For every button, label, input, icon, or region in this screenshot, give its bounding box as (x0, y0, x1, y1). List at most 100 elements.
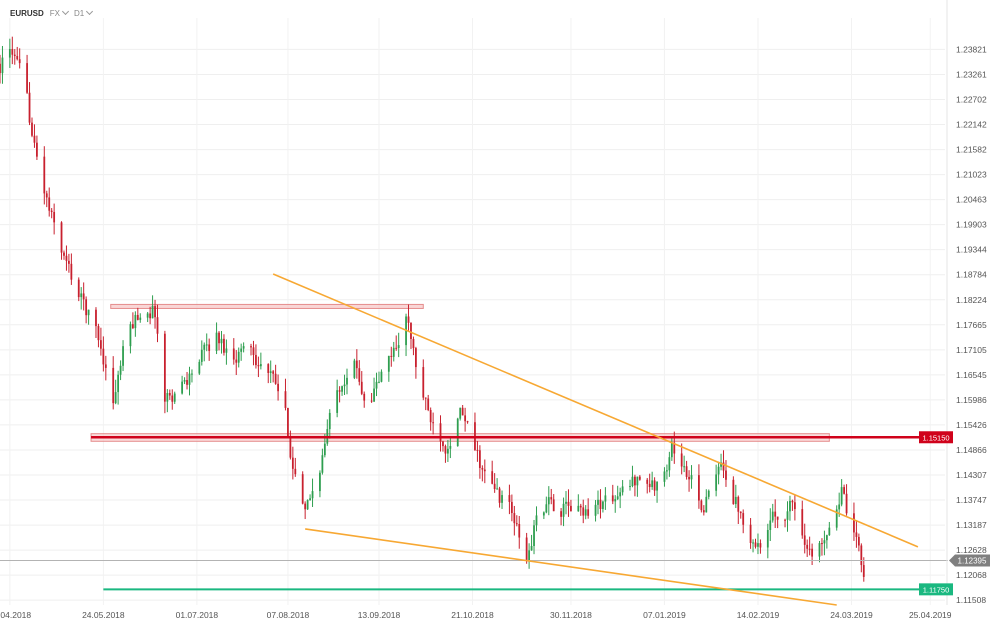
candle-body (45, 193, 48, 198)
y-tick-label: 1.22142 (956, 120, 987, 130)
candle-body (491, 471, 494, 484)
candle-body (291, 457, 294, 469)
candle-body (594, 504, 597, 516)
candle-body (68, 260, 70, 264)
candle-body (272, 371, 275, 374)
y-tick-label: 1.11508 (956, 595, 986, 605)
candle-body (414, 348, 417, 368)
candle-body (16, 56, 19, 60)
candle-body (321, 455, 324, 473)
candle-body (146, 313, 149, 318)
candle-body (380, 371, 383, 382)
resistance-zone (110, 303, 424, 309)
candle-body (439, 423, 442, 442)
candle-body (737, 496, 740, 512)
timeframe-selector[interactable]: D1 (74, 7, 94, 18)
candle-body (466, 421, 469, 423)
support-line-label: 1.15150 (922, 433, 949, 442)
candle-body (577, 505, 580, 512)
candle-body (8, 49, 11, 58)
y-tick-label: 1.15426 (956, 420, 987, 430)
candle-body (412, 338, 415, 349)
y-tick-label: 1.22702 (956, 94, 987, 104)
candle-body (456, 418, 459, 446)
x-tick-label: 07.08.2018 (267, 610, 310, 620)
candle-body (378, 381, 380, 383)
candle-body (498, 488, 501, 503)
candle-body (232, 348, 235, 360)
x-tick-label: 07.01.2019 (643, 610, 686, 620)
candle-body (766, 529, 769, 548)
candle-body (129, 324, 132, 347)
candle-body (638, 476, 641, 480)
candle-body (845, 493, 848, 514)
candle-body (562, 503, 565, 517)
candle-body (95, 309, 97, 327)
candle-body (656, 481, 658, 491)
candle-body (552, 499, 555, 512)
timeframe-label: D1 (74, 8, 85, 18)
candle-body (60, 222, 63, 253)
candle-body (611, 495, 614, 502)
candle-body (0, 63, 1, 74)
y-tick-label: 1.13747 (956, 495, 987, 505)
support-line-label-bg (919, 431, 953, 444)
candle-body (513, 513, 516, 524)
candle-body (225, 348, 228, 353)
candle-body (274, 373, 277, 384)
trendline[interactable] (272, 273, 919, 548)
trendline[interactable] (305, 528, 837, 606)
candle-body (259, 364, 262, 367)
candle-body (461, 407, 464, 416)
candle-body (835, 509, 838, 528)
y-tick-label: 1.16545 (956, 370, 987, 380)
candle-body (328, 412, 331, 430)
candle-body (501, 495, 503, 503)
candle-body (653, 480, 656, 491)
candle-body (530, 546, 533, 551)
candle-body (432, 422, 435, 424)
market-selector[interactable]: FX (49, 7, 70, 18)
candle-body (43, 156, 46, 194)
candle-body (702, 510, 705, 513)
candle-body (754, 542, 757, 547)
market-label: FX (49, 8, 61, 18)
chevron-down-icon (61, 7, 70, 16)
candle-body (823, 540, 826, 544)
candle-body (444, 446, 447, 454)
candle-body (53, 212, 56, 223)
candle-body (188, 373, 191, 385)
candle-body (136, 314, 139, 320)
candle-body (483, 469, 486, 472)
candle-body (198, 361, 201, 374)
candle-body (424, 397, 427, 399)
candle-body (277, 383, 279, 392)
candle-body (508, 495, 511, 502)
candle-body (36, 142, 38, 157)
candle-body (397, 345, 400, 349)
candle-body (267, 364, 270, 373)
candle-body (769, 520, 772, 530)
candle-body (97, 326, 100, 341)
y-tick-label: 1.18784 (956, 270, 987, 280)
candle-body (119, 365, 122, 375)
candle-body (446, 448, 449, 454)
candle-body (191, 373, 193, 375)
x-tick-label: 13.09.2018 (358, 610, 401, 620)
candle-body (200, 349, 203, 362)
candle-body (786, 511, 789, 520)
candle-body (363, 393, 366, 401)
y-tick-label: 1.23821 (956, 44, 987, 54)
candle-body (685, 466, 688, 477)
candle-body (476, 449, 479, 451)
x-tick-label: 25.04.2019 (909, 610, 952, 620)
candle-body (104, 364, 107, 368)
candle-body (651, 480, 654, 488)
y-tick-label: 1.23261 (956, 69, 987, 79)
y-tick-label: 1.21582 (956, 145, 987, 155)
candle-body (215, 332, 218, 351)
candle-body (311, 491, 314, 499)
candle-body (621, 486, 624, 493)
